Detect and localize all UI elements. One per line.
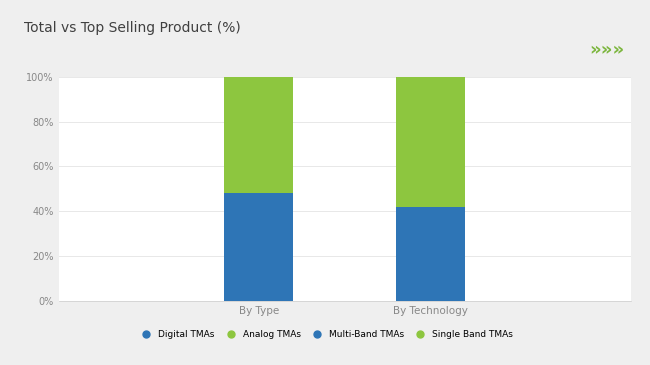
Text: Total vs Top Selling Product (%): Total vs Top Selling Product (%) [23, 21, 241, 35]
Bar [396, 207, 465, 301]
Bar [396, 77, 465, 207]
Text: »»»: »»» [589, 41, 625, 59]
Bar [224, 77, 293, 193]
Bar [224, 193, 293, 301]
Legend: Digital TMAs, Analog TMAs, Multi-Band TMAs, Single Band TMAs: Digital TMAs, Analog TMAs, Multi-Band TM… [134, 326, 516, 343]
